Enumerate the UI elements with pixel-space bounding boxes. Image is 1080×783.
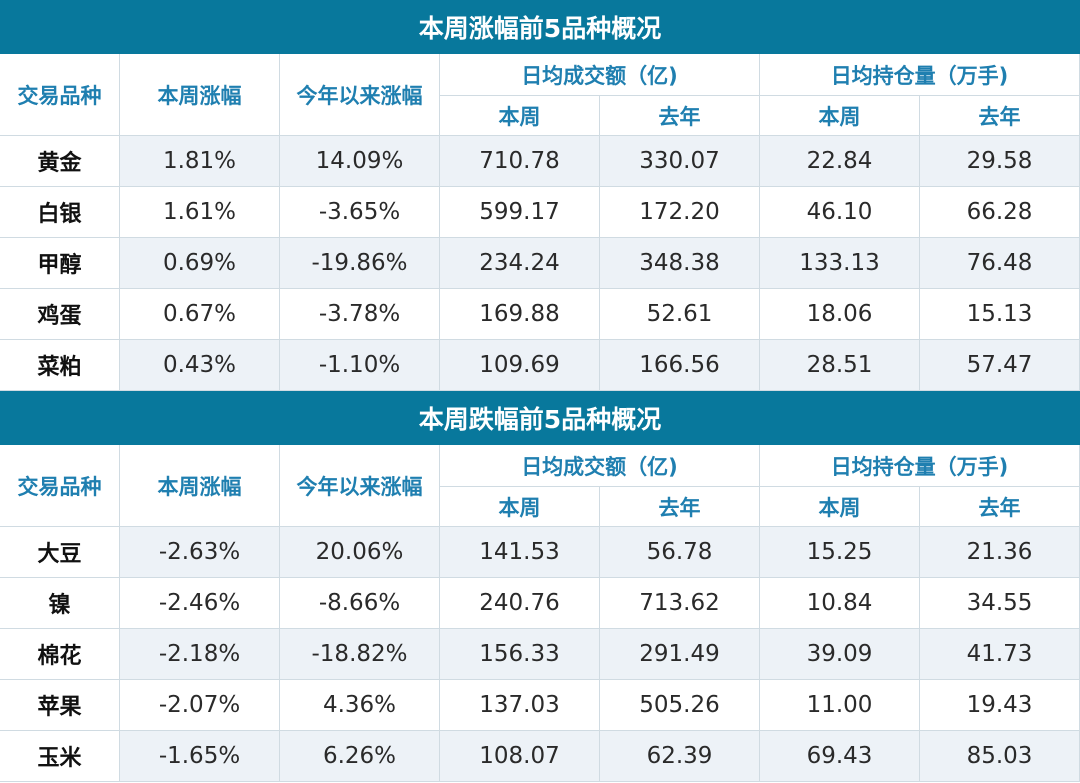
turnover-last-year-value: 166.56 [600, 340, 760, 391]
ytd-change-value: -19.86% [280, 238, 440, 289]
weekly-change-value: 1.61% [120, 187, 280, 238]
header-variety: 交易品种 [0, 445, 120, 527]
open-interest-last-year-value: 66.28 [920, 187, 1080, 238]
turnover-this-week-value: 240.76 [440, 578, 600, 629]
variety-name: 鸡蛋 [0, 289, 120, 340]
weekly-change-value: -2.07% [120, 680, 280, 731]
turnover-this-week-value: 234.24 [440, 238, 600, 289]
open-interest-last-year-value: 76.48 [920, 238, 1080, 289]
turnover-this-week-value: 599.17 [440, 187, 600, 238]
header-weekly-change: 本周涨幅 [120, 54, 280, 136]
header-avg-turnover: 日均成交额（亿) [440, 445, 760, 487]
header-avg-open-interest: 日均持仓量（万手) [760, 445, 1080, 487]
open-interest-last-year-value: 41.73 [920, 629, 1080, 680]
open-interest-last-year-value: 57.47 [920, 340, 1080, 391]
turnover-this-week-value: 141.53 [440, 527, 600, 578]
open-interest-this-week-value: 18.06 [760, 289, 920, 340]
open-interest-last-year-value: 29.58 [920, 136, 1080, 187]
top-gainers-section: 本周涨幅前5品种概况 交易品种 本周涨幅 今年以来涨幅 日均成交额（亿) 日均持仓量（万手… [0, 0, 1080, 391]
ytd-change-value: 4.36% [280, 680, 440, 731]
open-interest-last-year-value: 19.43 [920, 680, 1080, 731]
open-interest-this-week-value: 10.84 [760, 578, 920, 629]
header-avg-open-interest: 日均持仓量（万手) [760, 54, 1080, 96]
turnover-this-week-value: 108.07 [440, 731, 600, 782]
turnover-last-year-value: 348.38 [600, 238, 760, 289]
ytd-change-value: 6.26% [280, 731, 440, 782]
turnover-last-year-value: 52.61 [600, 289, 760, 340]
turnover-this-week-value: 137.03 [440, 680, 600, 731]
turnover-last-year-value: 505.26 [600, 680, 760, 731]
turnover-last-year-value: 172.20 [600, 187, 760, 238]
turnover-last-year-value: 330.07 [600, 136, 760, 187]
open-interest-last-year-value: 21.36 [920, 527, 1080, 578]
open-interest-this-week-value: 133.13 [760, 238, 920, 289]
top-losers-section: 本周跌幅前5品种概况 交易品种 本周涨幅 今年以来涨幅 日均成交额（亿) 日均持仓量（万手… [0, 391, 1080, 782]
open-interest-this-week-value: 39.09 [760, 629, 920, 680]
open-interest-this-week-value: 15.25 [760, 527, 920, 578]
open-interest-this-week-value: 22.84 [760, 136, 920, 187]
open-interest-this-week-value: 46.10 [760, 187, 920, 238]
header-variety: 交易品种 [0, 54, 120, 136]
open-interest-last-year-value: 85.03 [920, 731, 1080, 782]
ytd-change-value: -3.65% [280, 187, 440, 238]
header-turnover-this-week: 本周 [440, 96, 600, 136]
turnover-last-year-value: 713.62 [600, 578, 760, 629]
header-ytd-change: 今年以来涨幅 [280, 54, 440, 136]
open-interest-this-week-value: 69.43 [760, 731, 920, 782]
header-weekly-change: 本周涨幅 [120, 445, 280, 527]
turnover-this-week-value: 710.78 [440, 136, 600, 187]
turnover-last-year-value: 291.49 [600, 629, 760, 680]
header-turnover-last-year: 去年 [600, 487, 760, 527]
turnover-this-week-value: 156.33 [440, 629, 600, 680]
header-open-interest-this-week: 本周 [760, 487, 920, 527]
ytd-change-value: -3.78% [280, 289, 440, 340]
header-ytd-change: 今年以来涨幅 [280, 445, 440, 527]
header-turnover-this-week: 本周 [440, 487, 600, 527]
weekly-change-value: 0.43% [120, 340, 280, 391]
ytd-change-value: -18.82% [280, 629, 440, 680]
turnover-last-year-value: 62.39 [600, 731, 760, 782]
open-interest-this-week-value: 28.51 [760, 340, 920, 391]
variety-name: 甲醇 [0, 238, 120, 289]
variety-name: 镍 [0, 578, 120, 629]
weekly-change-value: -2.18% [120, 629, 280, 680]
variety-name: 黄金 [0, 136, 120, 187]
open-interest-this-week-value: 11.00 [760, 680, 920, 731]
ytd-change-value: 14.09% [280, 136, 440, 187]
turnover-last-year-value: 56.78 [600, 527, 760, 578]
header-open-interest-last-year: 去年 [920, 96, 1080, 136]
header-open-interest-last-year: 去年 [920, 487, 1080, 527]
turnover-this-week-value: 109.69 [440, 340, 600, 391]
weekly-change-value: -1.65% [120, 731, 280, 782]
section-title: 本周跌幅前5品种概况 [0, 391, 1080, 445]
variety-name: 苹果 [0, 680, 120, 731]
header-avg-turnover: 日均成交额（亿) [440, 54, 760, 96]
header-turnover-last-year: 去年 [600, 96, 760, 136]
variety-name: 玉米 [0, 731, 120, 782]
open-interest-last-year-value: 34.55 [920, 578, 1080, 629]
variety-name: 白银 [0, 187, 120, 238]
ytd-change-value: -8.66% [280, 578, 440, 629]
weekly-change-value: 1.81% [120, 136, 280, 187]
header-open-interest-this-week: 本周 [760, 96, 920, 136]
turnover-this-week-value: 169.88 [440, 289, 600, 340]
weekly-change-value: 0.69% [120, 238, 280, 289]
ytd-change-value: 20.06% [280, 527, 440, 578]
ytd-change-value: -1.10% [280, 340, 440, 391]
section-title: 本周涨幅前5品种概况 [0, 0, 1080, 54]
weekly-change-value: 0.67% [120, 289, 280, 340]
weekly-change-value: -2.46% [120, 578, 280, 629]
variety-name: 大豆 [0, 527, 120, 578]
weekly-change-value: -2.63% [120, 527, 280, 578]
variety-name: 菜粕 [0, 340, 120, 391]
variety-name: 棉花 [0, 629, 120, 680]
open-interest-last-year-value: 15.13 [920, 289, 1080, 340]
